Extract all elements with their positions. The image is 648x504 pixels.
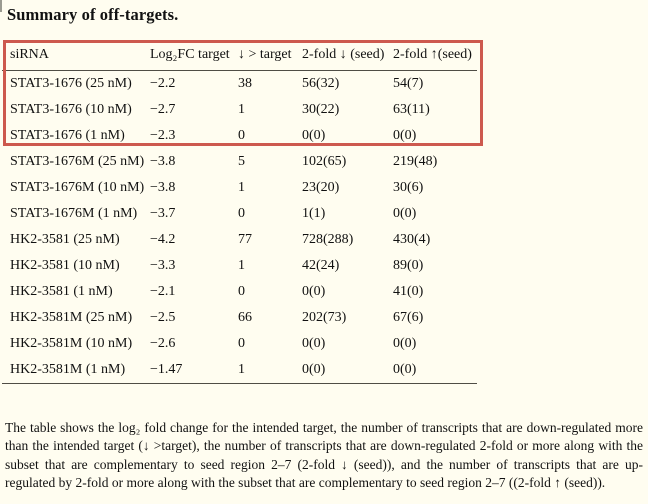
cell-log2fc: −2.7 [150,102,176,117]
cell-2fold-down: 23(20) [302,180,340,195]
cell-2fold-up: 0(0) [393,336,417,351]
cell-sirna: STAT3-1676 (10 nM) [10,102,132,117]
cell-sirna: STAT3-1676M (1 nM) [10,206,138,221]
cell-2fold-down: 0(0) [302,336,326,351]
cell-2fold-down: 42(24) [302,258,340,273]
cell-down-gt-target: 0 [238,206,245,221]
table-row: STAT3-1676M (25 nM) −3.8 5 102(65) 219(4… [2,149,477,175]
cell-2fold-up: 41(0) [393,284,424,299]
table-caption: The table shows the log₂ fold change for… [5,420,643,491]
cell-down-gt-target: 38 [238,76,252,91]
cell-log2fc: −3.8 [150,154,176,169]
cell-sirna: STAT3-1676M (10 nM) [10,180,145,195]
cell-sirna: HK2-3581 (25 nM) [10,232,120,247]
cell-down-gt-target: 1 [238,180,245,195]
cell-2fold-up: 219(48) [393,154,438,169]
cell-2fold-up: 67(6) [393,310,424,325]
cell-log2fc: −1.47 [150,362,183,377]
table-row: STAT3-1676M (10 nM) −3.8 1 23(20) 30(6) [2,175,477,201]
cell-2fold-up: 89(0) [393,258,424,273]
table-row: HK2-3581M (1 nM) −1.47 1 0(0) 0(0) [2,357,477,383]
cell-sirna: HK2-3581M (10 nM) [10,336,133,351]
table-row: HK2-3581M (10 nM) −2.6 0 0(0) 0(0) [2,331,477,357]
table-row: STAT3-1676 (10 nM) −2.7 1 30(22) 63(11) [2,97,477,123]
cell-2fold-down: 0(0) [302,362,326,377]
table-header: siRNA Log₂FC target ↓ > target 2-fold ↓ … [2,40,477,71]
table-title: Summary of off-targets. [7,5,179,24]
cell-2fold-up: 54(7) [393,76,424,91]
table-row: HK2-3581M (25 nM) −2.5 66 202(73) 67(6) [2,305,477,331]
cell-sirna: HK2-3581 (1 nM) [10,284,113,299]
cell-log2fc: −2.3 [150,128,176,143]
cell-sirna: STAT3-1676 (1 nM) [10,128,125,143]
table-row: STAT3-1676 (1 nM) −2.3 0 0(0) 0(0) [2,123,477,149]
cell-log2fc: −3.8 [150,180,176,195]
cell-2fold-up: 63(11) [393,102,430,117]
cell-2fold-down: 102(65) [302,154,347,169]
cell-down-gt-target: 1 [238,362,245,377]
offtargets-table: siRNA Log₂FC target ↓ > target 2-fold ↓ … [2,40,477,384]
cell-log2fc: −4.2 [150,232,176,247]
table-body: STAT3-1676 (25 nM) −2.2 38 56(32) 54(7) … [2,71,477,384]
cell-log2fc: −2.1 [150,284,176,299]
col-header-2fold-up-seed: 2-fold ↑(seed) [393,47,472,62]
cell-log2fc: −2.2 [150,76,176,91]
cell-2fold-down: 0(0) [302,284,326,299]
cell-2fold-up: 30(6) [393,180,424,195]
col-header-2fold-down-seed: 2-fold ↓ (seed) [302,47,385,62]
cell-log2fc: −3.3 [150,258,176,273]
cell-down-gt-target: 0 [238,336,245,351]
cell-2fold-up: 0(0) [393,128,417,143]
col-header-log2fc-target: Log₂FC target [150,47,230,62]
cell-sirna: HK2-3581 (10 nM) [10,258,120,273]
cell-down-gt-target: 0 [238,128,245,143]
col-header-sirna: siRNA [10,47,49,62]
cell-2fold-down: 202(73) [302,310,347,325]
cell-down-gt-target: 77 [238,232,252,247]
cell-2fold-up: 0(0) [393,362,417,377]
cell-down-gt-target: 1 [238,258,245,273]
cell-sirna: HK2-3581M (25 nM) [10,310,133,325]
page-border-fragment [0,0,2,12]
cell-down-gt-target: 66 [238,310,252,325]
cell-2fold-down: 30(22) [302,102,340,117]
cell-down-gt-target: 1 [238,102,245,117]
cell-2fold-up: 430(4) [393,232,431,247]
cell-sirna: STAT3-1676M (25 nM) [10,154,145,169]
cell-2fold-down: 56(32) [302,76,340,91]
cell-2fold-down: 1(1) [302,206,326,221]
cell-2fold-down: 728(288) [302,232,354,247]
cell-sirna: HK2-3581M (1 nM) [10,362,126,377]
cell-2fold-down: 0(0) [302,128,326,143]
table-row: HK2-3581 (25 nM) −4.2 77 728(288) 430(4) [2,227,477,253]
table-row: HK2-3581 (10 nM) −3.3 1 42(24) 89(0) [2,253,477,279]
table-header-row: siRNA Log₂FC target ↓ > target 2-fold ↓ … [2,40,477,70]
cell-2fold-up: 0(0) [393,206,417,221]
cell-down-gt-target: 5 [238,154,245,169]
cell-log2fc: −2.6 [150,336,176,351]
table-row: HK2-3581 (1 nM) −2.1 0 0(0) 41(0) [2,279,477,305]
cell-down-gt-target: 0 [238,284,245,299]
table-row: STAT3-1676 (25 nM) −2.2 38 56(32) 54(7) [2,71,477,97]
col-header-down-gt-target: ↓ > target [238,47,292,62]
table-row: STAT3-1676M (1 nM) −3.7 0 1(1) 0(0) [2,201,477,227]
cell-log2fc: −3.7 [150,206,176,221]
cell-log2fc: −2.5 [150,310,176,325]
cell-sirna: STAT3-1676 (25 nM) [10,76,132,91]
